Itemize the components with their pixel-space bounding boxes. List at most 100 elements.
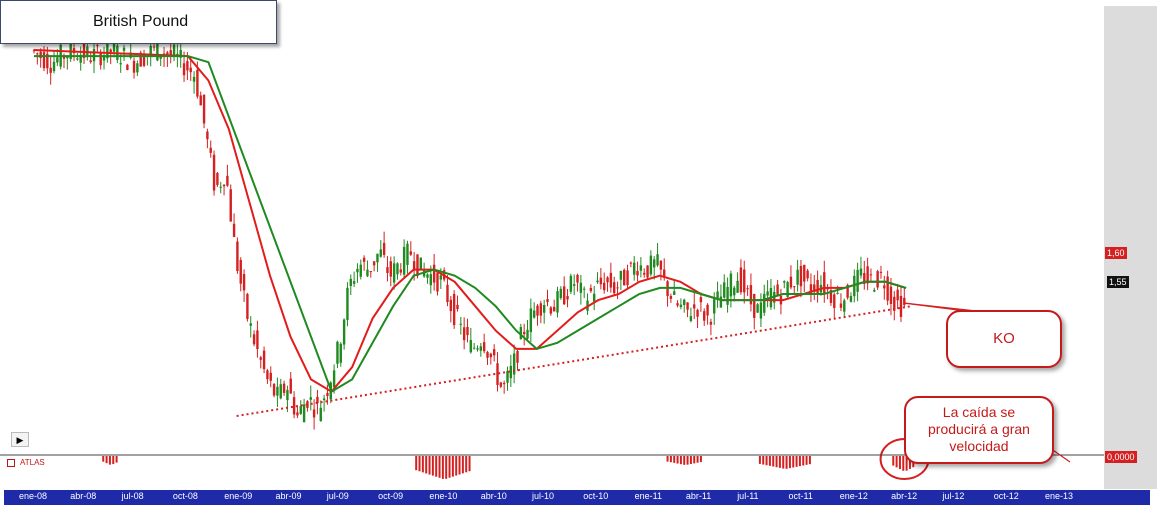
fall-text-line2: producirá a gran (928, 421, 1030, 437)
date-tick-label: abr-10 (480, 491, 507, 501)
date-tick-label: jul-09 (326, 491, 349, 501)
candle-body (549, 307, 553, 314)
candle-body (859, 268, 863, 276)
atlas-collapse-icon[interactable] (7, 459, 15, 467)
candle-body (759, 302, 763, 319)
candle-body (676, 303, 679, 306)
atlas-bar (689, 456, 692, 465)
candle-body (492, 349, 496, 356)
candle-body (379, 249, 382, 257)
atlas-bar (805, 456, 808, 465)
candle-body (649, 255, 653, 275)
atlas-bar (458, 456, 461, 475)
candle-body (716, 291, 719, 299)
candle-body (673, 291, 676, 295)
candle-body (602, 282, 606, 291)
candle-body (149, 46, 152, 55)
candle-body (889, 286, 893, 304)
candle-body (823, 272, 826, 294)
candle-body (366, 269, 369, 277)
candle-body (286, 389, 289, 401)
candle-body (512, 353, 516, 375)
title-box: British Pound (0, 0, 277, 44)
candle-body (389, 261, 392, 277)
candle-body (763, 293, 766, 313)
candle-body (56, 57, 59, 63)
candle-body (833, 294, 836, 308)
candle-body (319, 407, 322, 422)
candle-body (783, 281, 786, 283)
candle-body (719, 296, 723, 308)
candle-body (96, 45, 99, 47)
date-tick-label: oct-08 (172, 491, 198, 501)
candle-body (886, 276, 889, 301)
atlas-bar (673, 456, 676, 463)
candle-body (619, 270, 623, 280)
candle-body (596, 280, 599, 283)
candle-body (266, 370, 269, 380)
candle-body (633, 262, 636, 275)
candle-body (799, 265, 803, 287)
candle-body (446, 284, 449, 303)
candle-body (249, 323, 252, 326)
atlas-bar (431, 456, 434, 476)
candle-body (169, 50, 172, 56)
candle-body (506, 370, 509, 383)
candle-body (222, 184, 226, 187)
candle-body (436, 272, 439, 292)
atlas-bar (465, 456, 468, 473)
candle-body (709, 321, 713, 325)
candle-body (272, 384, 276, 396)
candle-body (896, 289, 899, 301)
atlas-bar (679, 456, 682, 465)
play-icon[interactable]: ▶ (11, 432, 29, 447)
atlas-bar (102, 456, 105, 462)
candle-body (86, 46, 89, 56)
candle-body (372, 261, 376, 266)
candle-body (723, 282, 726, 298)
support-trendline (236, 305, 912, 417)
date-tick-label: jul-12 (942, 491, 965, 501)
candle-body (809, 284, 813, 294)
candle-body (112, 41, 116, 52)
candle-body (616, 287, 619, 289)
atlas-bar (686, 456, 689, 465)
candle-body (883, 285, 886, 289)
candle-body (402, 246, 406, 275)
candle-body (663, 269, 666, 277)
candle-body (746, 288, 749, 290)
candle-body (212, 154, 216, 191)
candle-body (496, 363, 499, 385)
atlas-bar (778, 456, 781, 468)
candle-body (736, 280, 739, 293)
candle-body (226, 175, 229, 186)
candle-body (102, 55, 106, 61)
candle-body (729, 273, 733, 297)
candle-body (196, 69, 199, 97)
candle-body (703, 311, 706, 321)
date-axis: ene-08 abr-08 jul-08 oct-08 ene-09 abr-09 jul-… (4, 490, 1150, 505)
atlas-bar (693, 456, 696, 464)
candle-body (462, 327, 466, 341)
candle-body (396, 263, 399, 275)
candle-body (322, 398, 326, 401)
candle-body (362, 257, 366, 262)
date-tick-label: ene-13 (1045, 491, 1074, 501)
candle-body (209, 147, 212, 153)
candle-body (309, 397, 312, 400)
atlas-bar (788, 456, 791, 469)
candle-body (556, 291, 559, 313)
candle-body (646, 265, 649, 278)
atlas-bar (808, 456, 811, 465)
atlas-bar (762, 456, 765, 465)
atlas-bar (441, 456, 444, 479)
atlas-bar (438, 456, 441, 478)
atlas-bar (445, 456, 448, 479)
candle-body (356, 268, 359, 273)
atlas-bar (892, 456, 895, 466)
candle-body (192, 76, 196, 82)
candle-body (559, 288, 563, 299)
atlas-bar (782, 456, 785, 469)
atlas-indicator-layer (102, 438, 930, 480)
candle-body (412, 261, 416, 271)
